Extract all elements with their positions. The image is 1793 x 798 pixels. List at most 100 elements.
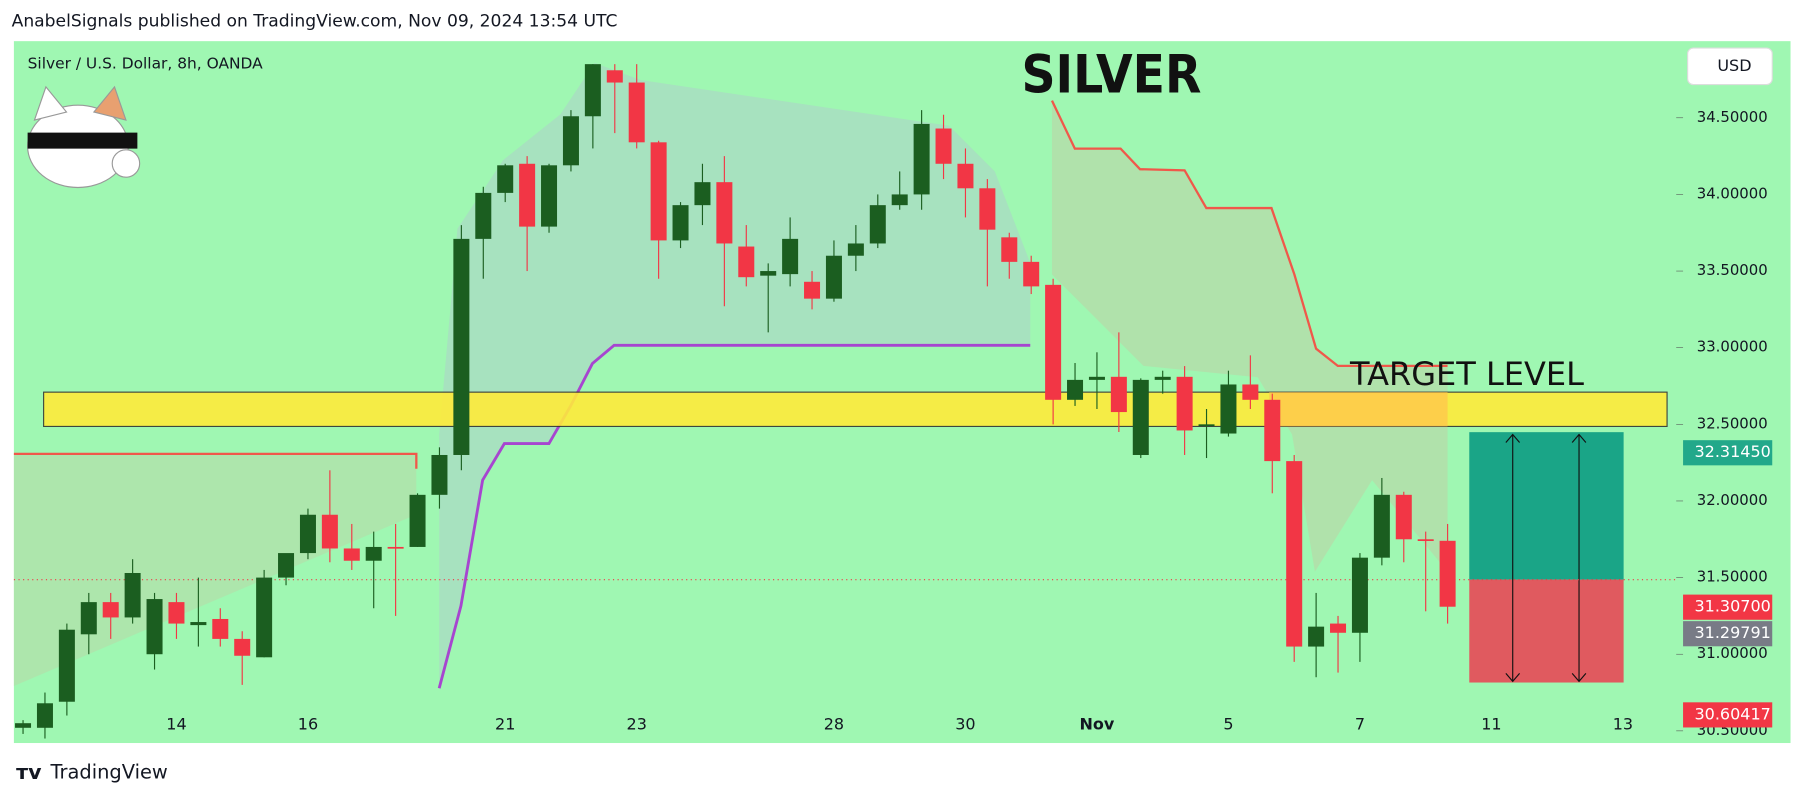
candle-body	[1395, 494, 1412, 540]
header-text: AnabelSignals published on TradingView.c…	[12, 12, 618, 32]
stop-box	[1469, 579, 1624, 683]
candle-body	[541, 165, 558, 227]
indicator-line	[13, 452, 418, 469]
candle-body	[1088, 376, 1105, 380]
candle-body	[1286, 461, 1303, 647]
indicator-line	[437, 343, 1031, 689]
candle-body	[212, 618, 229, 639]
price-tag-label: 30.60417	[1695, 704, 1771, 723]
candle-body	[672, 205, 689, 241]
candle-body	[102, 602, 119, 618]
candle-body	[124, 572, 141, 618]
candle-body	[1154, 376, 1171, 380]
y-tick-label: 31.50000	[1697, 568, 1768, 586]
indicator-fill	[13, 453, 417, 686]
arrow-head	[1505, 433, 1521, 443]
x-tick-label: 13	[1613, 714, 1633, 733]
candle-body	[584, 64, 601, 117]
candle-body	[760, 271, 777, 276]
x-tick-label: 21	[495, 714, 515, 733]
y-tick-label: 33.50000	[1697, 261, 1768, 279]
candle-body	[431, 454, 448, 495]
candle-body	[1023, 261, 1040, 287]
candle-body	[825, 255, 842, 299]
y-tick-label: 32.50000	[1697, 414, 1768, 432]
price-tag	[1683, 621, 1773, 647]
candle-body	[1417, 539, 1434, 541]
target-box	[1469, 432, 1624, 580]
x-tick-label: 7	[1355, 714, 1365, 733]
chart-title: SILVER	[1021, 44, 1201, 105]
candle-body	[1373, 494, 1390, 558]
candle-body	[891, 194, 908, 206]
arrow-head	[1505, 673, 1521, 683]
candle-body	[650, 142, 667, 241]
x-tick-label: 11	[1481, 714, 1501, 733]
candle-body	[869, 205, 886, 244]
candle-body	[190, 622, 207, 626]
x-tick-label: 23	[627, 714, 647, 733]
price-tag-label: 31.29791	[1695, 623, 1771, 642]
candle-body	[1176, 376, 1193, 431]
candle-body	[80, 602, 97, 635]
currency-button[interactable]	[1687, 47, 1773, 86]
symbol-label: Silver / U.S. Dollar, 8h, OANDA	[28, 55, 264, 73]
candle-body	[409, 494, 426, 547]
y-tick-label: 33.00000	[1697, 338, 1768, 356]
plot: 30.5000031.0000031.5000032.0000032.50000…	[15, 64, 1773, 739]
candle-body	[475, 192, 492, 239]
candle-body	[1330, 623, 1347, 633]
footer-brand: TradingView	[49, 760, 167, 783]
candle-body	[36, 703, 53, 728]
candle-body	[1308, 626, 1325, 647]
x-tick-label: 28	[824, 714, 844, 733]
candle-body	[694, 182, 711, 206]
price-tag	[1683, 594, 1773, 620]
y-tick-label: 34.50000	[1697, 108, 1768, 126]
candle-body	[497, 165, 514, 193]
candle-body	[256, 577, 273, 658]
candle-body	[738, 246, 755, 278]
candle-body	[979, 188, 996, 230]
x-tick-label: 30	[955, 714, 975, 733]
candle-body	[168, 602, 185, 624]
candle-body	[606, 70, 623, 83]
price-tag-label: 32.31450	[1695, 442, 1771, 461]
x-tick-label: 5	[1223, 714, 1233, 733]
candle-body	[365, 546, 382, 561]
avatar	[27, 85, 141, 189]
candle-body	[343, 548, 360, 561]
candle-body	[1132, 379, 1149, 455]
candle-body	[1220, 384, 1237, 434]
candle-body	[58, 629, 75, 702]
target-zone-overlap	[1269, 392, 1448, 427]
candle-body	[782, 238, 799, 275]
candle-body	[1351, 557, 1368, 633]
indicator-fill	[1051, 100, 1448, 572]
y-tick-label: 31.00000	[1697, 644, 1768, 662]
y-tick-label: 32.00000	[1697, 491, 1768, 509]
candle-body	[1110, 376, 1127, 413]
candle-body	[804, 281, 821, 299]
candle-body	[716, 182, 733, 244]
x-tick-label: 14	[166, 714, 186, 733]
price-tag-label: 31.30700	[1695, 597, 1771, 616]
candle-body	[1001, 237, 1018, 262]
x-tick-label: Nov	[1080, 714, 1115, 733]
candle-body	[1067, 379, 1084, 400]
candle-body	[387, 546, 404, 549]
candle-body	[15, 723, 32, 728]
arrow-head	[1571, 433, 1587, 443]
candle-body	[1045, 284, 1062, 400]
arrow-head	[1571, 673, 1587, 683]
annotation: TARGET LEVEL	[1349, 355, 1584, 393]
candle-body	[1242, 384, 1259, 400]
indicator-line	[1050, 100, 1448, 367]
candle-body	[1439, 540, 1456, 607]
price-tag	[1683, 702, 1773, 728]
candle-body	[847, 243, 864, 256]
price-tag	[1683, 440, 1773, 466]
candle-body	[935, 128, 952, 164]
